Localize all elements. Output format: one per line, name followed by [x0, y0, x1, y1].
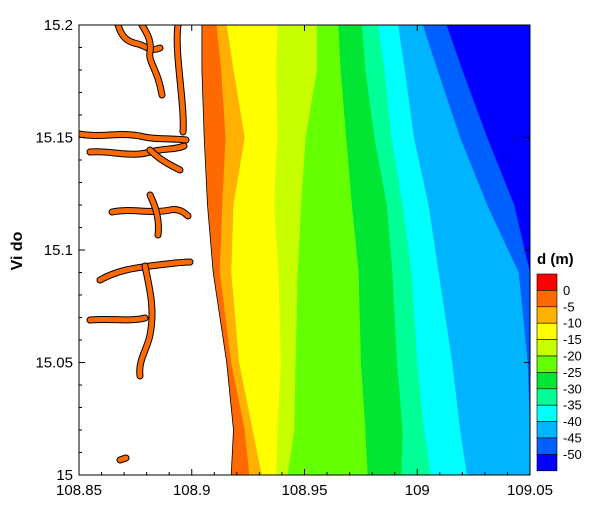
legend-swatch-6 [536, 355, 558, 373]
river-channel-8 [147, 192, 161, 238]
y-tick-label-2: 15.05 [35, 355, 73, 372]
legend-swatch-1 [536, 273, 558, 291]
river-channel-9 [97, 259, 193, 283]
legend-swatch-5 [536, 339, 558, 357]
legend-label-4: -15 [563, 332, 582, 347]
legend-label-7: -30 [563, 381, 582, 396]
river-channel-3 [174, 25, 186, 135]
x-tick-label-4: 109 [405, 482, 430, 499]
legend-label-1: 0 [563, 283, 570, 298]
legend-swatch-11 [536, 437, 558, 455]
legend-swatches: 0-5 -10-15 -20-25-30 -35-40 -45-50 [536, 273, 582, 472]
river-channel-12 [117, 455, 129, 463]
legend-swatch-7 [536, 372, 558, 390]
depth-bands [201, 25, 530, 475]
legend-swatch-4 [536, 322, 558, 340]
y-axis-title: Vi do [9, 231, 26, 270]
legend-label-2: -5 [563, 299, 575, 314]
river-channel-11 [87, 315, 148, 323]
legend-swatch-2 [536, 290, 558, 308]
legend-swatch-8 [536, 388, 558, 406]
legend-label-5: -20 [563, 349, 582, 364]
legend-label-11: -50 [563, 447, 582, 462]
legend-swatch-12 [536, 454, 558, 472]
river-channel-10 [137, 263, 155, 379]
coastline [201, 25, 234, 475]
y-tick-label-5: 15.2 [44, 17, 73, 34]
y-tick-label-4: 15.15 [35, 130, 73, 147]
legend-label-10: -45 [563, 431, 582, 446]
x-tick-label-1: 108.85 [56, 482, 102, 499]
river-channel-7 [109, 207, 191, 219]
depth-band-minus-50 [446, 25, 530, 475]
legend: d (m) 0-5 -10-15 -20-25-30 -35-40 -45-50 [536, 251, 582, 472]
legend-swatch-9 [536, 404, 558, 422]
legend-label-8: -35 [563, 398, 582, 413]
y-tick-label-1: 15 [56, 467, 73, 484]
legend-title: d (m) [537, 251, 574, 268]
river-channels [79, 25, 194, 464]
river-channel-4 [79, 131, 189, 143]
y-axis: 15 15.05 15.1 15.15 15.2 [35, 17, 530, 484]
legend-swatch-10 [536, 421, 558, 439]
river-channel-6 [147, 147, 183, 173]
legend-swatch-3 [536, 306, 558, 324]
legend-label-6: -25 [563, 365, 582, 380]
x-axis: 108.85 108.9 108.95 109 109.05 [56, 25, 553, 499]
x-tick-label-2: 108.9 [173, 482, 211, 499]
x-tick-label-5: 109.05 [507, 482, 553, 499]
y-tick-label-3: 15.1 [44, 242, 73, 259]
legend-label-3: -10 [563, 316, 582, 331]
river-channel-2 [139, 25, 165, 98]
legend-label-9: -40 [563, 414, 582, 429]
x-tick-label-3: 108.95 [282, 482, 328, 499]
